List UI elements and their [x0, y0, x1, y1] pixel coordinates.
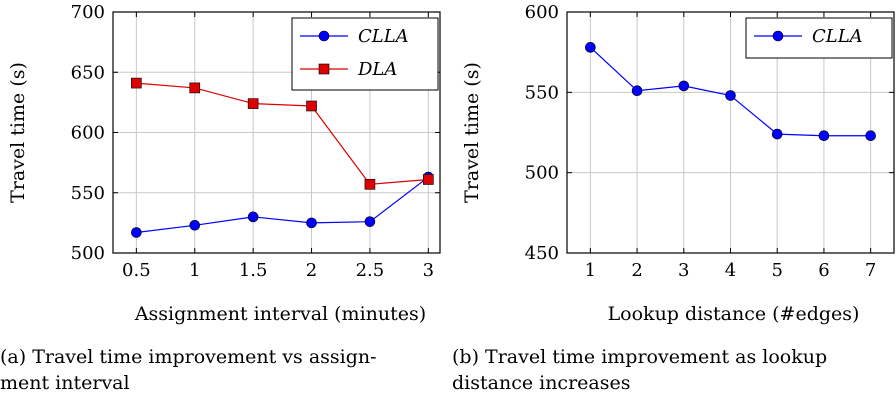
x-tick-label: 5 — [771, 260, 782, 281]
legend-marker-dla — [318, 63, 330, 75]
y-tick-label: 650 — [71, 62, 105, 83]
x-tick-label: 6 — [818, 260, 829, 281]
data-point-clla — [189, 219, 201, 231]
x-tick-label: 3 — [678, 260, 689, 281]
x-tick-label: 1 — [585, 260, 596, 281]
data-point-clla — [631, 85, 643, 97]
chart-b: 1 2 3 4 5 6 7 450 500 550 600 Lookup distance (#edg… — [461, 2, 895, 325]
legend-box — [745, 17, 893, 59]
data-point-dla — [189, 82, 201, 94]
data-point-dla — [306, 100, 317, 112]
legend-marker-clla — [772, 30, 784, 42]
data-point-dla — [423, 174, 434, 185]
series-line-clla — [136, 176, 429, 234]
legend-label-dla: DLA — [357, 59, 397, 80]
y-tick-label: 550 — [71, 183, 105, 204]
x-tick-label: 1 — [189, 260, 200, 281]
data-point-dla — [364, 179, 376, 190]
x-axis-label: Assignment interval (minutes) — [134, 303, 426, 325]
data-point-dla — [131, 77, 142, 89]
x-tick-label: 3 — [423, 260, 434, 281]
y-tick-label: 550 — [525, 82, 559, 103]
data-point-clla — [678, 80, 690, 92]
data-point-clla — [818, 130, 830, 142]
x-tick-label: 7 — [865, 260, 876, 281]
data-point-clla — [865, 130, 876, 142]
caption-a-line1: (a) Travel time improvement vs assign- — [0, 346, 377, 368]
y-axis-label: Travel time (s) — [461, 62, 483, 203]
legend-marker-clla — [318, 30, 330, 42]
series-line-dla — [136, 82, 429, 185]
caption-b-line2: distance increases — [452, 372, 631, 394]
y-tick-label: 450 — [525, 243, 559, 264]
x-tick-label: 2 — [306, 260, 317, 281]
x-tick-label: 1.5 — [239, 260, 268, 281]
data-point-clla — [247, 211, 259, 223]
data-point-dla — [247, 98, 259, 109]
legend-box — [291, 17, 439, 91]
legend-label-clla: CLLA — [358, 26, 409, 47]
data-point-clla — [585, 42, 596, 53]
x-tick-label: 2.5 — [356, 260, 385, 281]
caption-b-line1: (b) Travel time improvement as lookup — [452, 346, 828, 368]
data-point-clla — [306, 217, 317, 229]
legend-label-clla: CLLA — [812, 26, 863, 47]
data-point-clla — [725, 90, 736, 101]
chart-a: 0.5 1 1.5 2 2.5 3 500 550 600 650 700 Assignment in… — [7, 2, 441, 325]
caption-a-line2: ment interval — [0, 372, 130, 394]
caption-b: (b) Travel time improvement as lookup di… — [452, 344, 827, 396]
y-tick-label: 500 — [71, 243, 105, 264]
data-point-clla — [364, 216, 376, 227]
data-point-clla — [131, 227, 142, 238]
x-axis-label: Lookup distance (#edges) — [608, 303, 860, 325]
x-tick-label: 4 — [725, 260, 736, 281]
y-axis-label: Travel time (s) — [7, 62, 29, 203]
data-point-clla — [771, 128, 783, 140]
x-tick-label: 2 — [631, 260, 642, 281]
y-tick-label: 600 — [525, 2, 559, 23]
caption-a: (a) Travel time improvement vs assign- m… — [0, 344, 377, 396]
y-tick-label: 600 — [71, 123, 105, 144]
y-tick-label: 500 — [525, 163, 559, 184]
y-tick-label: 700 — [71, 2, 105, 23]
x-tick-label: 0.5 — [122, 260, 151, 281]
